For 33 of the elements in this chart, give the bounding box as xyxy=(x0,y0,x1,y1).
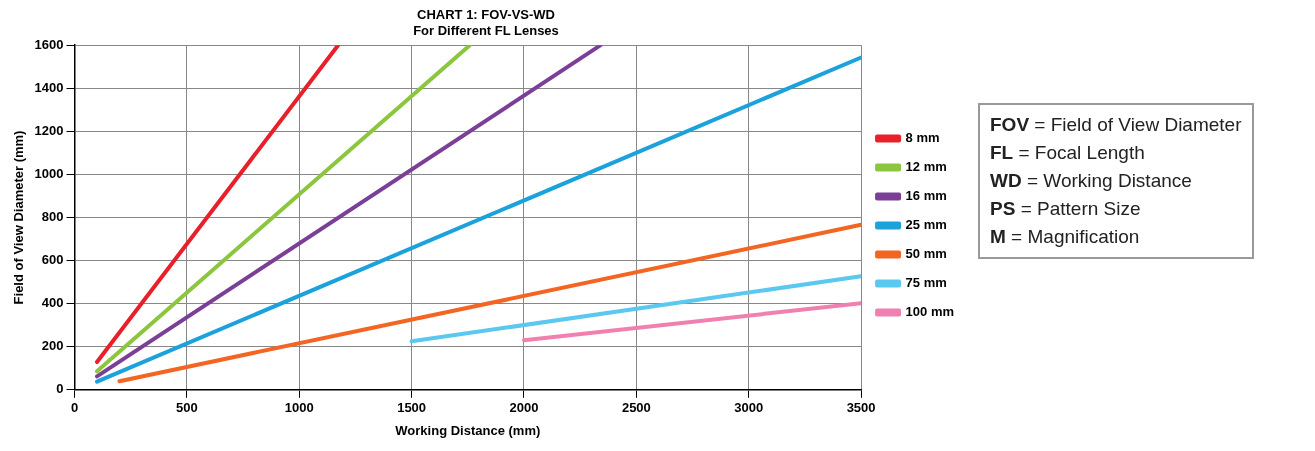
text: FOV = Field of View Diameter xyxy=(990,113,1242,135)
x-tick-label: 500 xyxy=(176,400,198,416)
x-tick-label: 1000 xyxy=(284,400,314,416)
y-tick-label: 1000 xyxy=(34,166,64,181)
y-tick-label: 0 xyxy=(56,381,64,397)
legend-label: 16 mm xyxy=(905,188,947,204)
y-tick-label: 1400 xyxy=(34,79,64,95)
x-tick-label: 0 xyxy=(70,400,79,416)
legend-label: 12 mm xyxy=(905,159,947,175)
text: PS = Pattern Size xyxy=(990,197,1141,219)
chart-subtitle: For Different FL Lenses xyxy=(413,22,559,38)
x-tick-label: 2500 xyxy=(621,400,651,416)
y-tick-label: 1600 xyxy=(34,36,64,52)
text: FL = Focal Length xyxy=(990,141,1145,163)
legend-label: 100 mm xyxy=(905,304,954,320)
x-tick-label: 3500 xyxy=(846,400,876,416)
y-axis-title: Field of View Diameter (mm) xyxy=(11,130,27,305)
y-tick-label: 600 xyxy=(41,252,64,268)
x-tick-label: 2000 xyxy=(509,400,539,416)
y-tick-label: 400 xyxy=(41,295,64,311)
legend-label: 25 mm xyxy=(905,217,947,233)
y-tick-label: 200 xyxy=(41,338,64,354)
legend-label: 8 mm xyxy=(905,130,940,146)
x-tick-label: 1500 xyxy=(397,400,427,416)
legend-label: 50 mm xyxy=(905,246,947,262)
text: M = Magnification xyxy=(990,225,1140,247)
text: WD = Working Distance xyxy=(990,169,1192,191)
legend-label: 75 mm xyxy=(905,275,947,291)
y-tick-label: 800 xyxy=(41,209,64,225)
x-axis-title: Working Distance (mm) xyxy=(395,422,541,438)
x-tick-label: 3000 xyxy=(734,400,764,416)
y-tick-label: 1200 xyxy=(34,122,64,138)
chart-title: CHART 1: FOV-VS-WD xyxy=(417,7,555,23)
